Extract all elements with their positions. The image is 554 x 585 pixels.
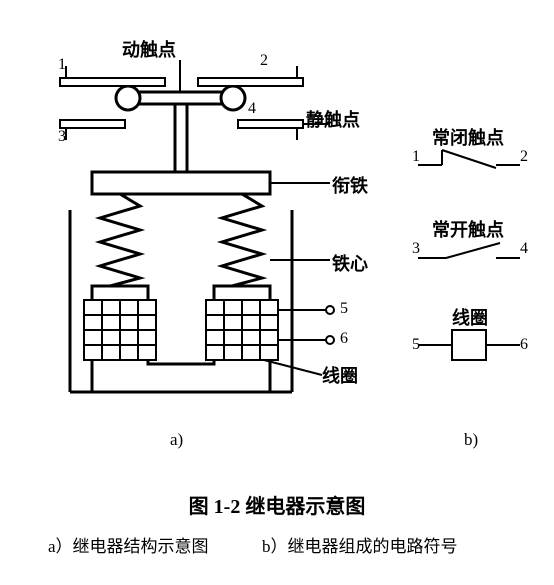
num-2: 2 <box>260 52 268 70</box>
num-1: 1 <box>58 56 66 74</box>
label-no-contact: 常开触点 <box>432 216 504 242</box>
label-coil: 线圈 <box>322 362 358 388</box>
sublabel-a: a) <box>170 430 183 450</box>
sym-5: 5 <box>412 336 420 354</box>
label-core: 铁心 <box>332 250 368 276</box>
label-moving-contact: 动触点 <box>122 36 176 62</box>
sym-2: 2 <box>520 148 528 166</box>
sym-6: 6 <box>520 336 528 354</box>
caption-b: b）继电器组成的电路符号 <box>262 532 458 557</box>
caption-a: a）继电器结构示意图 <box>48 532 209 557</box>
num-5: 5 <box>340 300 348 318</box>
caption-title: 图 1-2 继电器示意图 <box>0 490 554 519</box>
sym-4: 4 <box>520 240 528 258</box>
num-4: 4 <box>248 100 256 118</box>
sym-3: 3 <box>412 240 420 258</box>
sym-1: 1 <box>412 148 420 166</box>
label-nc-contact: 常闭触点 <box>432 124 504 150</box>
label-armature: 衔铁 <box>332 172 368 198</box>
num-6: 6 <box>340 330 348 348</box>
label-static-contact: 静触点 <box>306 106 360 132</box>
sublabel-b: b) <box>464 430 478 450</box>
num-3: 3 <box>58 128 66 146</box>
figure-canvas: 动触点 1 2 3 4 静触点 衔铁 铁心 5 6 线圈 a) 常闭触点 1 2… <box>0 0 554 585</box>
label-coil-sym: 线圈 <box>452 304 488 330</box>
